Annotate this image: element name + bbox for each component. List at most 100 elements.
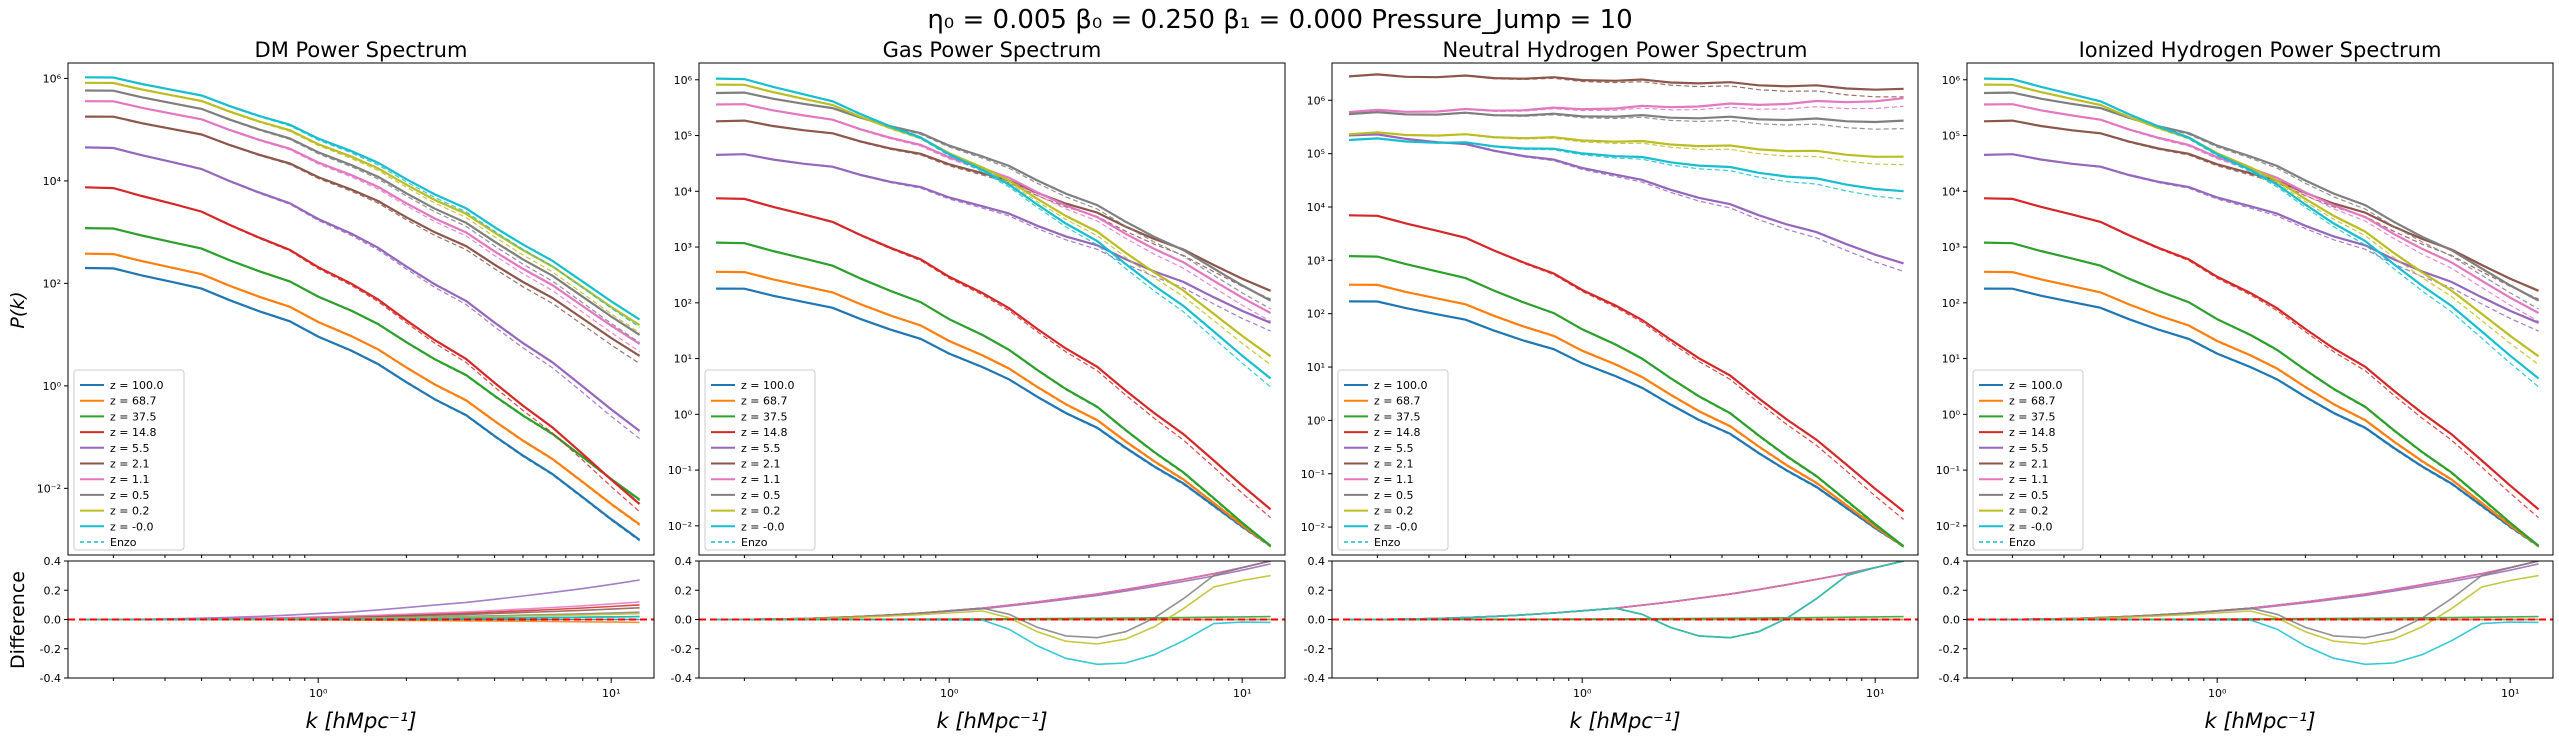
legend-label: z = 0.5 — [1374, 489, 1413, 502]
diff-y-tick-label: -0.2 — [671, 643, 692, 656]
y-tick-label: 10⁰ — [1942, 408, 1961, 421]
diff-y-tick-label: 0.0 — [1308, 614, 1326, 627]
series-line-7 — [1348, 110, 1904, 124]
y-tick-label: 10² — [674, 297, 692, 310]
legend-label: z = 1.1 — [2009, 473, 2048, 486]
enzo-line-7 — [715, 92, 1271, 310]
enzo-line-1 — [1348, 284, 1904, 548]
y-tick-label: 10⁰ — [1307, 414, 1326, 427]
x-axis-label: k [hMpc⁻¹] — [2204, 709, 2315, 733]
x-tick-label: 10¹ — [2501, 687, 2519, 700]
series-line-4 — [1348, 133, 1904, 265]
legend-label: z = 100.0 — [741, 379, 794, 392]
y-tick-label: 10⁶ — [1942, 74, 1961, 87]
legend-label: z = 14.8 — [741, 426, 787, 439]
main-axes-frame — [698, 62, 1286, 556]
x-axis-label: k [hMpc⁻¹] — [1569, 709, 1680, 733]
x-tick-label: 10¹ — [1233, 687, 1251, 700]
legend-label: z = 37.5 — [110, 410, 156, 423]
enzo-line-8 — [1348, 131, 1904, 166]
panel-1: Gas Power Spectrum 10⁻² 10⁻¹ 10⁰ 10¹ 10² 10³ 10… — [668, 38, 1286, 733]
enzo-line-6 — [1348, 105, 1904, 113]
diff-y-tick-label: 0.2 — [675, 584, 693, 597]
legend-label-enzo: Enzo — [741, 536, 768, 549]
y-tick-label: 10² — [1942, 297, 1960, 310]
legend-label: z = 5.5 — [2009, 442, 2048, 455]
y-tick-label: 10⁻² — [668, 520, 692, 533]
series-group — [715, 77, 1272, 548]
series-line-9 — [84, 76, 641, 321]
x-axis-label: k [hMpc⁻¹] — [305, 709, 416, 733]
legend-label: z = 100.0 — [110, 379, 163, 392]
legend-box — [704, 369, 816, 551]
legend-label: z = 0.5 — [110, 489, 149, 502]
diff-line-7 — [1348, 561, 1904, 639]
legend-label: z = 37.5 — [741, 410, 787, 423]
series-line-4 — [715, 153, 1272, 324]
panel-title: Gas Power Spectrum — [883, 38, 1102, 62]
panel-title: Neutral Hydrogen Power Spectrum — [1443, 38, 1808, 62]
y-axis-label: P(k) — [7, 291, 29, 328]
diff-y-tick-label: 0.4 — [1308, 555, 1326, 568]
y-tick-label: 10¹ — [674, 353, 692, 366]
legend-label: z = 2.1 — [2009, 458, 2048, 471]
diff-line-8 — [1983, 574, 2539, 645]
legend-label: z = 100.0 — [2009, 379, 2062, 392]
diff-line-9 — [85, 615, 640, 621]
legend-label: z = 68.7 — [1374, 395, 1420, 408]
diff-line-8 — [1348, 561, 1904, 639]
y-tick-label: 10⁴ — [674, 185, 693, 198]
legend-label: z = 0.2 — [741, 505, 780, 518]
diff-line-2 — [1349, 615, 1904, 621]
series-line-7 — [1983, 91, 2540, 302]
panel-title: Ionized Hydrogen Power Spectrum — [2079, 38, 2442, 62]
series-line-8 — [715, 83, 1272, 358]
y-tick-label: 10² — [1307, 308, 1325, 321]
y-tick-label: 10⁻¹ — [668, 464, 692, 477]
enzo-line-0 — [84, 267, 640, 542]
x-tick-label: 10⁰ — [2208, 687, 2227, 700]
diff-y-tick-label: -0.4 — [671, 672, 692, 685]
x-tick-label: 10¹ — [1866, 687, 1884, 700]
legend-label: z = -0.0 — [1374, 520, 1417, 533]
diff-y-tick-label: -0.4 — [1939, 672, 1960, 685]
diff-line-9 — [716, 618, 1271, 666]
enzo-line-1 — [1983, 271, 2539, 548]
x-tick-label: 10⁰ — [309, 687, 328, 700]
x-axis-label: k [hMpc⁻¹] — [936, 709, 1047, 733]
panel-0: DM Power Spectrum 10⁻² 10⁰ 10² 10⁴ 10⁶ -0.4 -0.… — [37, 38, 655, 733]
y-tick-label: 10⁴ — [1942, 185, 1961, 198]
diff-y-tick-label: -0.4 — [1304, 672, 1325, 685]
legend-label: z = 1.1 — [741, 473, 780, 486]
enzo-line-4 — [1983, 153, 2539, 332]
y-tick-label: 10⁵ — [1942, 130, 1960, 143]
legend-label: z = 0.2 — [110, 505, 149, 518]
x-tick-label: 10⁰ — [1573, 687, 1592, 700]
legend-label-enzo: Enzo — [110, 536, 137, 549]
series-line-8 — [1348, 131, 1904, 158]
enzo-line-2 — [1983, 242, 2539, 548]
series-line-8 — [1983, 83, 2540, 358]
series-line-4 — [1983, 153, 2540, 324]
main-axes-frame — [1966, 62, 2554, 556]
diff-axis-label: Difference — [7, 571, 29, 669]
y-tick-label: 10⁰ — [43, 380, 62, 393]
enzo-line-7 — [1983, 92, 2539, 310]
enzo-line-3 — [1348, 214, 1904, 520]
x-tick-label: 10⁰ — [940, 687, 959, 700]
enzo-line-9 — [1983, 78, 2539, 388]
enzo-line-3 — [715, 197, 1271, 519]
legend-label: z = 14.8 — [1374, 426, 1420, 439]
legend-box — [1972, 369, 2084, 551]
enzo-line-5 — [1983, 119, 2539, 300]
legend-label: z = 1.1 — [110, 473, 149, 486]
y-tick-label: 10⁵ — [1307, 148, 1325, 161]
legend-label: z = 37.5 — [2009, 410, 2055, 423]
series-line-0 — [1983, 287, 2540, 547]
diff-y-tick-label: 0.0 — [675, 614, 693, 627]
legend-label: z = 1.1 — [1374, 473, 1413, 486]
enzo-line-7 — [1348, 111, 1904, 130]
series-line-7 — [715, 91, 1272, 302]
enzo-line-5 — [1348, 73, 1904, 98]
